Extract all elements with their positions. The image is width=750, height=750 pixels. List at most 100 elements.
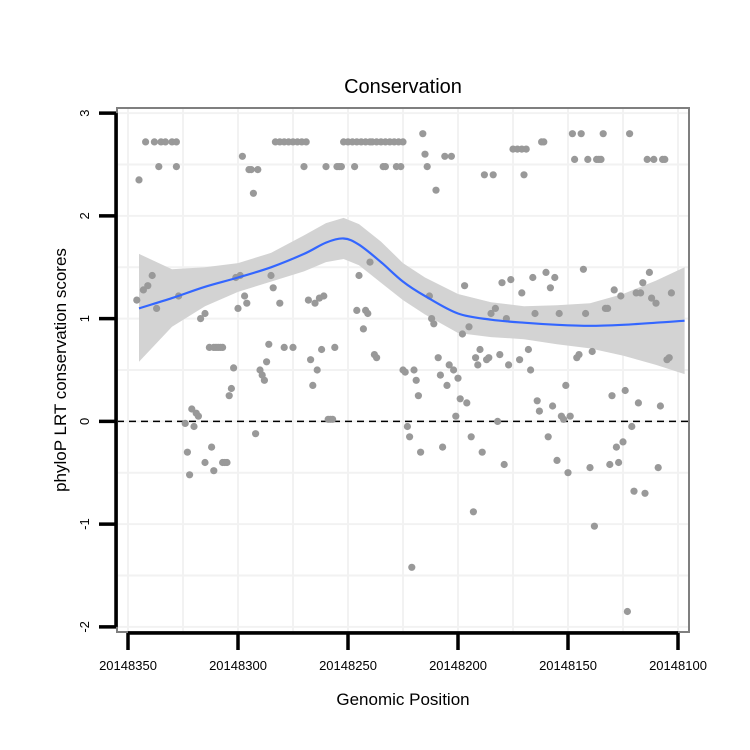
data-point xyxy=(364,309,372,318)
data-point xyxy=(577,130,585,138)
data-point xyxy=(524,345,533,354)
data-point xyxy=(531,309,539,318)
data-point xyxy=(351,163,359,171)
data-point xyxy=(665,354,673,362)
data-point xyxy=(181,419,189,427)
data-point xyxy=(434,354,442,362)
data-point xyxy=(234,304,242,312)
data-point xyxy=(516,356,524,364)
data-point xyxy=(487,309,495,318)
data-point xyxy=(183,448,191,456)
data-point xyxy=(276,299,284,307)
data-point xyxy=(252,430,260,438)
data-point xyxy=(546,284,555,292)
data-point xyxy=(454,374,462,382)
data-point xyxy=(399,138,407,146)
data-point xyxy=(518,289,526,297)
data-point xyxy=(144,282,152,290)
data-point xyxy=(447,152,455,160)
data-point xyxy=(430,320,438,328)
data-point xyxy=(630,487,638,495)
data-point xyxy=(476,345,484,354)
data-point xyxy=(249,189,257,197)
data-point xyxy=(650,155,658,163)
data-point xyxy=(302,138,310,146)
y-tick-label: 2 xyxy=(77,212,92,219)
data-point xyxy=(190,422,198,431)
confidence-band xyxy=(139,217,685,375)
data-point xyxy=(172,138,180,146)
data-point xyxy=(639,279,647,287)
data-point xyxy=(201,458,209,467)
data-point xyxy=(667,289,676,297)
data-point xyxy=(280,343,288,351)
data-point xyxy=(318,345,326,354)
data-point xyxy=(522,145,530,153)
chart-title: Conservation xyxy=(344,76,462,98)
data-point xyxy=(489,171,497,179)
data-point xyxy=(597,155,605,163)
data-point xyxy=(353,306,361,314)
data-point xyxy=(626,130,634,138)
data-point xyxy=(461,282,469,290)
x-axis-title: Genomic Position xyxy=(336,690,469,709)
data-point xyxy=(238,152,246,160)
data-point xyxy=(575,351,583,359)
data-point xyxy=(590,522,599,530)
y-tick-label: 0 xyxy=(77,418,92,425)
data-point xyxy=(544,433,552,441)
data-point xyxy=(496,351,504,359)
data-point xyxy=(445,361,453,369)
data-point xyxy=(571,155,579,163)
data-point xyxy=(403,422,411,431)
data-point xyxy=(263,358,271,366)
data-point xyxy=(648,294,656,302)
data-point xyxy=(397,163,405,171)
data-point xyxy=(373,354,381,362)
data-point xyxy=(527,366,535,374)
x-tick-label: 20148150 xyxy=(539,658,597,673)
data-point xyxy=(494,417,502,425)
data-point xyxy=(355,271,363,280)
data-point xyxy=(197,315,205,323)
data-point xyxy=(313,366,321,374)
data-point xyxy=(441,152,449,160)
y-tick-label: 1 xyxy=(77,315,92,322)
data-point xyxy=(623,607,632,616)
data-point xyxy=(582,309,590,318)
data-point xyxy=(331,343,339,351)
data-point xyxy=(230,364,238,372)
data-point xyxy=(210,467,218,475)
data-point xyxy=(606,460,614,469)
data-point xyxy=(566,412,574,420)
data-point xyxy=(322,163,330,171)
data-point xyxy=(656,402,665,410)
y-axis: -2 -1 0 1 2 3 xyxy=(77,109,118,633)
data-point xyxy=(155,163,163,171)
smooth-line xyxy=(138,237,685,327)
data-point xyxy=(491,304,499,312)
data-point xyxy=(641,489,649,497)
data-point xyxy=(243,299,251,307)
data-point xyxy=(366,258,374,266)
data-point xyxy=(267,271,275,280)
x-tick-label: 20148250 xyxy=(319,658,377,673)
data-point xyxy=(432,186,440,194)
data-point xyxy=(289,343,297,351)
data-point xyxy=(463,399,471,407)
data-point xyxy=(304,296,312,304)
data-point xyxy=(643,155,651,163)
data-point xyxy=(474,361,482,369)
data-point xyxy=(540,138,548,146)
data-point xyxy=(542,268,550,276)
data-point xyxy=(439,443,447,451)
data-point xyxy=(414,392,422,400)
data-point xyxy=(465,323,473,331)
data-point xyxy=(498,279,506,287)
x-tick-label: 20148300 xyxy=(209,658,267,673)
data-point xyxy=(654,464,662,472)
data-point xyxy=(467,433,475,441)
data-point xyxy=(458,330,466,338)
data-point xyxy=(604,304,612,312)
data-point xyxy=(241,292,249,300)
